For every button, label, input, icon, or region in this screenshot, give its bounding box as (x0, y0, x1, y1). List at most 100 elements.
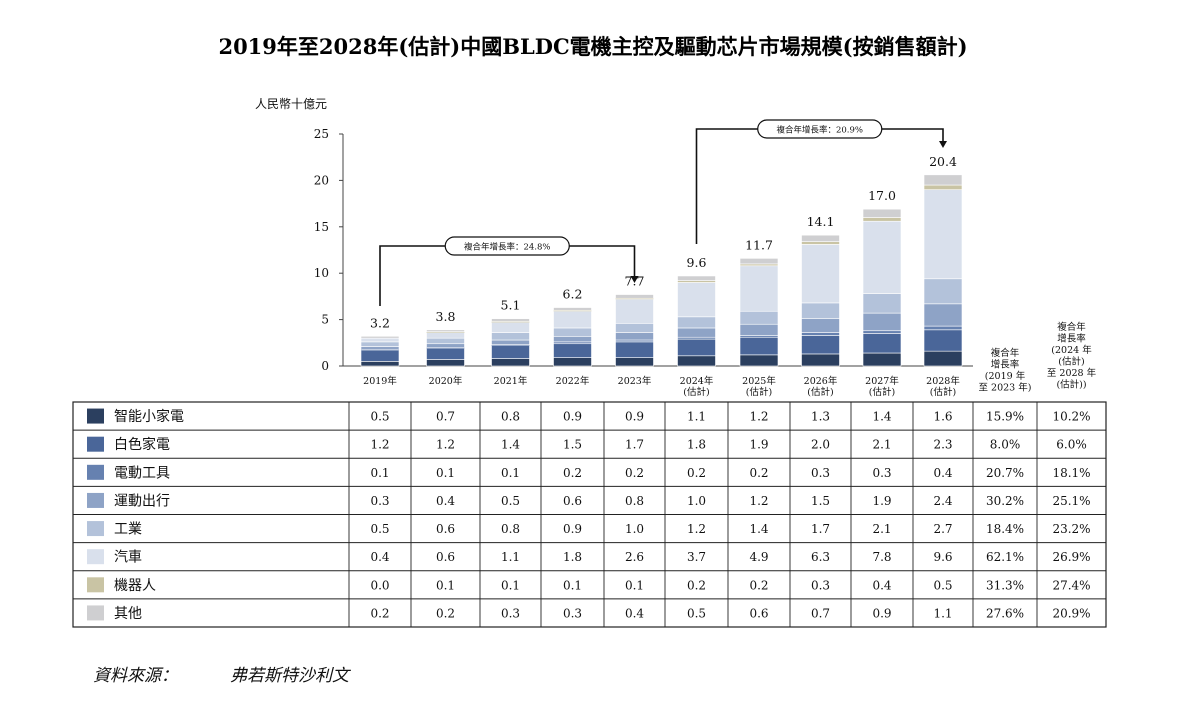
bar-segment (491, 345, 530, 359)
table-cell: 0.1 (501, 578, 520, 592)
bar-segment (553, 343, 592, 358)
table-cell-cagr-hist: 8.0% (990, 438, 1021, 452)
table-cell: 1.5 (563, 438, 582, 452)
bar-segment (739, 258, 779, 265)
bar-segment (862, 333, 902, 354)
table-cell: 0.2 (625, 466, 644, 480)
table-cell: 2.4 (933, 494, 952, 508)
bar-total-label: 17.0 (868, 188, 896, 203)
bar-segment (426, 337, 465, 345)
bar-segment (553, 336, 592, 343)
bar-segment (923, 303, 963, 327)
bar-segment (862, 217, 902, 222)
legend-label: 白色家電 (114, 436, 170, 453)
table-cell: 2.6 (625, 550, 644, 564)
bar-segment (491, 344, 530, 346)
bar-segment (615, 298, 654, 300)
bar-segment (677, 282, 716, 318)
table-cell: 1.9 (872, 494, 891, 508)
bar-segment (553, 357, 592, 367)
table-cell-cagr-forecast: 10.2% (1052, 410, 1090, 424)
x-category-label: (估計) (930, 386, 956, 398)
bar-segment (360, 336, 400, 339)
table-cell: 0.2 (563, 466, 582, 480)
table-cell: 0.5 (933, 578, 952, 592)
x-category-label: 2019年 (363, 375, 397, 387)
table-cell-cagr-hist: 31.3% (986, 578, 1024, 592)
bar-segment (923, 184, 963, 190)
source-label: 資料來源： (93, 666, 178, 686)
bar-segment (862, 208, 902, 218)
legend-swatch (87, 549, 104, 565)
table-cell: 4.9 (749, 550, 768, 564)
bar-segment (862, 220, 902, 294)
table-cell: 0.3 (811, 466, 830, 480)
y-tick-label: 15 (314, 220, 329, 234)
bar-segment (862, 293, 902, 314)
bar-segment (801, 332, 840, 336)
table-cell: 1.8 (687, 438, 706, 452)
bar-segment (801, 234, 840, 242)
bar-segment (426, 347, 465, 349)
table-cell: 0.2 (370, 606, 389, 620)
bar-segment (677, 275, 716, 281)
table-cell-cagr-hist: 30.2% (986, 494, 1024, 508)
cagr-headers: 複合年增長率(2019 年至 2023 年)複合年增長率(2024 年(估計)至… (979, 321, 1097, 394)
table-cell: 0.2 (749, 466, 768, 480)
bar-segment (923, 174, 963, 186)
bar-segment (491, 358, 530, 367)
cagr-header-hist-line: 複合年 (991, 347, 1020, 359)
table-cell: 1.9 (749, 438, 768, 452)
bar-totals: 3.23.85.16.27.79.611.714.117.020.4 (370, 154, 957, 330)
cagr-header-forecast-line: 複合年 (1057, 321, 1086, 333)
table-cell: 2.3 (933, 438, 952, 452)
bar-segment (862, 312, 902, 332)
cagr-header-hist-line: 至 2023 年) (979, 382, 1032, 394)
table-cell: 1.2 (687, 522, 706, 536)
table-cell: 0.1 (436, 466, 455, 480)
bar-segment (923, 325, 963, 331)
table-cell: 1.4 (501, 438, 520, 452)
table-cell: 1.2 (370, 438, 389, 452)
table-cell: 2.7 (933, 522, 952, 536)
table-cell: 0.9 (563, 410, 582, 424)
x-category-label: 2024年 (680, 375, 714, 387)
bar-segment (360, 346, 400, 350)
bar-segment (923, 350, 963, 367)
table-cell: 0.9 (625, 410, 644, 424)
table-cell: 0.1 (563, 578, 582, 592)
table-cell: 1.2 (749, 494, 768, 508)
bar-segment (677, 355, 716, 367)
bar-segment (801, 318, 840, 333)
x-category-label: (估計) (807, 386, 833, 398)
legend-swatch (87, 436, 104, 452)
table-cell: 0.6 (749, 606, 768, 620)
table-cell: 0.2 (749, 578, 768, 592)
table-cell: 0.7 (811, 606, 830, 620)
bar-segment (739, 336, 779, 356)
table-cell: 1.6 (933, 410, 952, 424)
table-cell: 0.3 (370, 494, 389, 508)
table-cell: 0.5 (370, 522, 389, 536)
table-cell-cagr-hist: 27.6% (986, 606, 1024, 620)
table-cell: 0.3 (563, 606, 582, 620)
y-tick-label: 25 (314, 127, 329, 141)
table-cell: 1.2 (436, 438, 455, 452)
x-axis-categories: 2019年 2020年 2021年 2022年 2023年 2024年(估計)2025年(… (363, 375, 960, 398)
table-cell: 0.1 (625, 578, 644, 592)
bar-segment (923, 329, 963, 352)
table-cell: 1.1 (933, 606, 952, 620)
legend-label: 電動工具 (114, 465, 170, 481)
table-cell: 1.2 (749, 410, 768, 424)
bar-segment (739, 265, 779, 312)
table-cell-cagr-forecast: 27.4% (1052, 578, 1090, 592)
legend-swatch (87, 408, 104, 424)
x-category-label: 2027年 (865, 375, 899, 387)
table-cell: 0.2 (436, 606, 455, 620)
table-cell: 2.1 (872, 522, 891, 536)
table-cell: 1.5 (811, 494, 830, 508)
bar-segment (491, 321, 530, 323)
table-cell: 0.8 (625, 494, 644, 508)
cagr-arrow-icon (939, 141, 947, 148)
bar-total-label: 3.2 (370, 315, 390, 330)
